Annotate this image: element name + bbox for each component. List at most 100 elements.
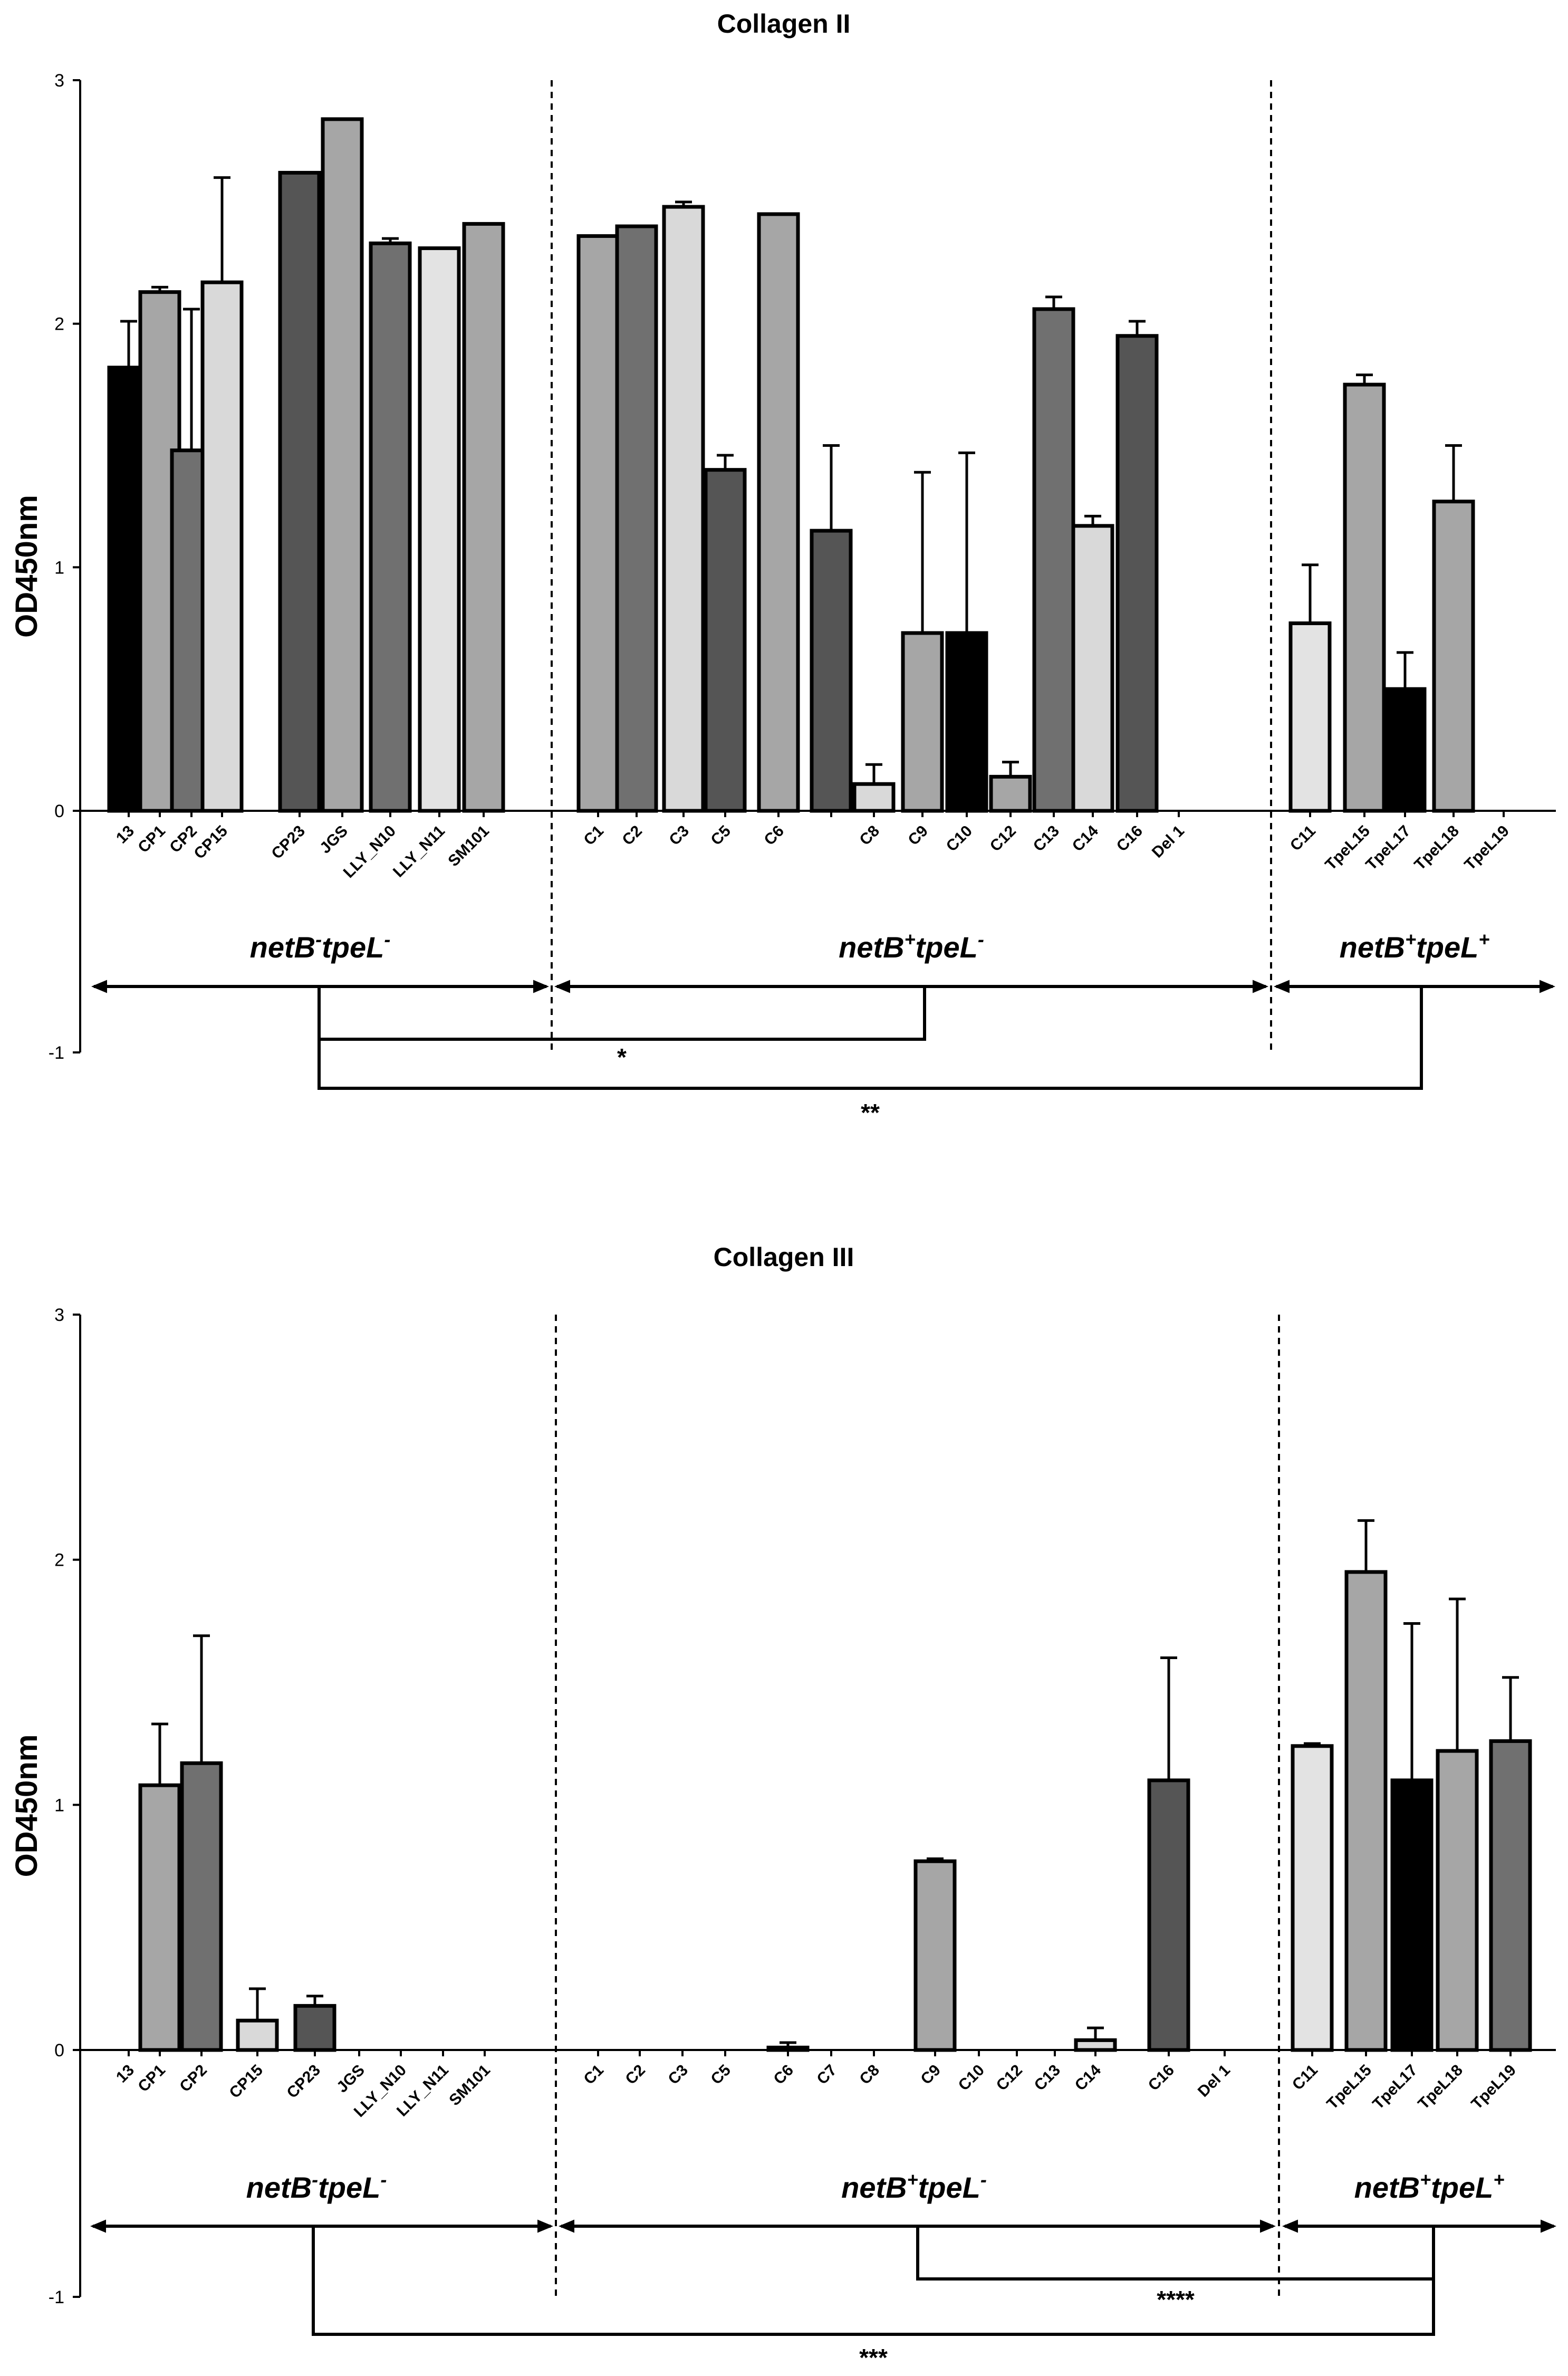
x-tick-label: C14 (1069, 822, 1102, 855)
x-tick-label: CP15 (191, 822, 231, 863)
bar (1390, 1778, 1434, 2052)
x-tick-label: C5 (707, 822, 734, 849)
group-label: netB+tpeL- (841, 2169, 987, 2204)
y-tick-label: 2 (54, 314, 64, 334)
significance-label: * (617, 1043, 627, 1071)
group-label-gene: netB (841, 2171, 907, 2204)
group-label-gene: netB (839, 931, 904, 964)
x-tick-label: C9 (917, 2062, 944, 2088)
bar (662, 205, 705, 813)
y-axis-label: OD450nm (9, 1735, 44, 1877)
bar (418, 246, 461, 813)
group-label-sign: - (315, 928, 322, 950)
group-label-sign: + (1405, 928, 1416, 950)
bar (369, 241, 412, 813)
group-label-gene: netB (246, 2171, 312, 2204)
x-tick-label: TpeL17 (1369, 2062, 1421, 2113)
bar (945, 631, 988, 813)
group-label-gene: tpeL (1431, 2171, 1493, 2204)
x-tick-label: C7 (813, 2062, 840, 2088)
group-label-sign: - (384, 928, 390, 950)
x-tick-label: CP1 (134, 822, 169, 857)
y-tick-label: 0 (54, 2040, 64, 2061)
x-tick-label: C16 (1145, 2062, 1178, 2094)
x-tick-label: Del 1 (1149, 822, 1188, 861)
y-tick-label: 1 (54, 1795, 64, 1815)
x-tick-label: C9 (905, 822, 931, 849)
y-tick-label: 3 (54, 1305, 64, 1325)
x-tick-label: JGS (316, 822, 351, 857)
x-tick-label: C13 (1030, 822, 1063, 855)
group-label-gene: netB (1340, 931, 1405, 964)
bar (1436, 1749, 1479, 2052)
x-tick-label: CP1 (134, 2062, 169, 2096)
x-tick-label: TpeL15 (1322, 822, 1373, 874)
x-tick-label: CP2 (176, 2062, 210, 2096)
bar (989, 774, 1032, 813)
significance-label: **** (1157, 2286, 1195, 2313)
x-tick-label: TpeL18 (1415, 2062, 1466, 2113)
group-label-gene: tpeL (322, 931, 384, 964)
group-label-gene: tpeL (916, 931, 978, 964)
x-tick-label: CP23 (268, 822, 309, 863)
x-tick-label: C11 (1287, 822, 1319, 855)
x-tick-label: C14 (1072, 2061, 1104, 2094)
x-tick-label: C8 (856, 822, 882, 849)
group-label: netB-tpeL- (250, 928, 391, 964)
group-label-sign: - (978, 928, 984, 950)
x-tick-label: TpeL19 (1461, 822, 1513, 874)
group-label-sign: - (312, 2169, 318, 2190)
x-tick-label: C12 (987, 822, 1019, 855)
x-tick-label: LLY_N11 (390, 822, 448, 881)
group-label: netB-tpeL- (246, 2169, 387, 2204)
bar (615, 224, 658, 813)
y-tick-label: 0 (54, 801, 64, 821)
group-label-gene: netB (250, 931, 315, 964)
x-tick-label: JGS (333, 2062, 368, 2096)
bar (704, 468, 747, 813)
x-tick-label: C2 (622, 2062, 648, 2088)
x-tick-label: LLY_N10 (340, 822, 399, 882)
y-axis-label: OD450nm (9, 495, 44, 638)
x-tick-label: C3 (665, 2062, 691, 2088)
x-tick-label: SM101 (445, 822, 493, 870)
bar (1115, 334, 1159, 813)
bar (576, 234, 620, 813)
bar (1489, 1739, 1532, 2052)
bar (321, 117, 364, 813)
bar (810, 529, 853, 813)
group-label-gene: netB (1354, 2171, 1420, 2204)
group-label-gene: tpeL (318, 2171, 380, 2204)
bar (1074, 2038, 1117, 2052)
group-label: netB+tpeL- (839, 928, 984, 964)
y-tick-label: 2 (54, 1550, 64, 1570)
group-label-sign: + (1478, 928, 1489, 950)
x-tick-label: C3 (666, 822, 692, 849)
x-tick-label: C10 (943, 822, 976, 855)
bar (462, 222, 505, 813)
significance-label: ** (861, 1099, 880, 1126)
x-tick-label: C13 (1031, 2062, 1064, 2094)
bar (901, 631, 944, 813)
significance-bracket (312, 2226, 1435, 2336)
chart-title: Collagen III (714, 1242, 854, 1272)
bar (1288, 621, 1332, 813)
x-tick-label: Del 1 (1195, 2062, 1234, 2101)
group-label-sign: + (907, 2169, 918, 2190)
bar (766, 2045, 810, 2052)
bar (200, 280, 244, 813)
x-tick-label: SM101 (446, 2062, 494, 2110)
y-tick-label: -1 (49, 1043, 64, 1063)
group-label: netB+tpeL+ (1354, 2169, 1505, 2204)
significance-bracket (318, 986, 926, 1041)
x-tick-label: 13 (113, 2062, 138, 2086)
group-label: netB+tpeL+ (1340, 928, 1490, 964)
x-tick-label: C10 (955, 2062, 988, 2094)
y-tick-label: 1 (54, 558, 64, 578)
x-tick-label: CP23 (284, 2062, 324, 2102)
x-tick-label: TpeL19 (1468, 2062, 1519, 2113)
group-label-sign: + (1493, 2169, 1504, 2190)
bar (1432, 500, 1475, 813)
x-tick-label: C1 (580, 2062, 607, 2088)
